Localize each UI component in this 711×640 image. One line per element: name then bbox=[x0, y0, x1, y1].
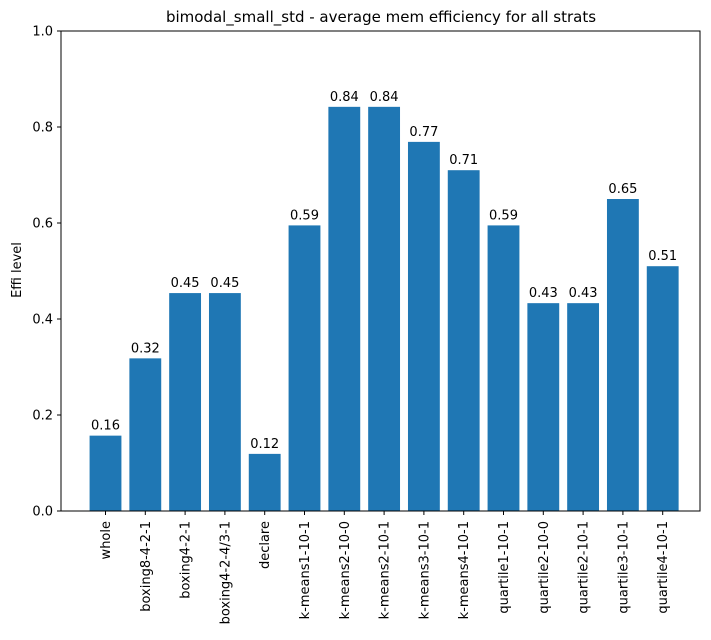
x-tick-label: declare bbox=[258, 521, 273, 569]
bar bbox=[527, 303, 560, 511]
x-tick-label: k-means2-10-0 bbox=[338, 521, 353, 619]
x-tick-label: boxing8-4-2-1 bbox=[139, 521, 154, 612]
data-label: 0.43 bbox=[569, 286, 598, 301]
data-label: 0.65 bbox=[608, 182, 637, 197]
bar bbox=[606, 199, 639, 511]
data-label: 0.84 bbox=[330, 90, 359, 105]
bar bbox=[567, 303, 600, 511]
bar bbox=[288, 225, 321, 511]
x-tick-label: quartile4-10-1 bbox=[656, 521, 671, 614]
x-tick-label: k-means1-10-1 bbox=[298, 521, 313, 619]
y-axis-label: Effi level bbox=[10, 242, 25, 298]
bar bbox=[89, 435, 122, 511]
y-tick-label: 0.8 bbox=[32, 121, 53, 136]
y-tick-label: 1.0 bbox=[32, 25, 53, 40]
data-label: 0.12 bbox=[250, 437, 279, 452]
x-tick-label: k-means2-10-1 bbox=[378, 521, 393, 619]
x-tick-label: k-means4-10-1 bbox=[457, 521, 472, 619]
bar bbox=[447, 170, 480, 511]
x-tick-label: quartile2-10-0 bbox=[537, 521, 552, 614]
y-tick-label: 0.4 bbox=[32, 313, 53, 328]
bar bbox=[248, 453, 281, 511]
x-tick-label: whole bbox=[99, 521, 114, 559]
data-label: 0.77 bbox=[409, 125, 438, 140]
bar bbox=[129, 358, 162, 511]
bar bbox=[368, 106, 401, 511]
data-label: 0.84 bbox=[370, 90, 399, 105]
data-label: 0.59 bbox=[290, 208, 319, 223]
data-label: 0.45 bbox=[210, 276, 239, 291]
x-tick-label: k-means3-10-1 bbox=[417, 521, 432, 619]
x-tick-label: quartile3-10-1 bbox=[616, 521, 631, 614]
plot-area: 0.16 whole 0.32 boxing8-4-2-1 0.45 boxing4-2-… bbox=[32, 25, 701, 624]
data-label: 0.32 bbox=[131, 341, 160, 356]
data-label: 0.71 bbox=[449, 153, 478, 168]
y-tick-label: 0.0 bbox=[32, 505, 53, 520]
data-label: 0.45 bbox=[171, 276, 200, 291]
bar bbox=[169, 293, 202, 511]
data-label: 0.59 bbox=[489, 208, 518, 223]
x-tick-label: quartile2-10-1 bbox=[577, 521, 592, 614]
axes-frame bbox=[60, 30, 701, 512]
bar bbox=[328, 106, 361, 511]
bar bbox=[208, 293, 241, 511]
bar bbox=[407, 141, 440, 511]
data-label: 0.16 bbox=[91, 419, 120, 434]
bar bbox=[646, 266, 679, 511]
y-tick-label: 0.6 bbox=[32, 217, 53, 232]
x-tick-label: boxing4-2-1 bbox=[179, 521, 194, 599]
bar bbox=[487, 225, 520, 511]
chart-title: bimodal_small_std - average mem efficien… bbox=[166, 8, 596, 27]
x-tick-label: boxing4-2-4/3-1 bbox=[218, 521, 233, 624]
x-tick-label: quartile1-10-1 bbox=[497, 521, 512, 614]
data-label: 0.51 bbox=[648, 249, 677, 264]
data-label: 0.43 bbox=[529, 286, 558, 301]
y-tick-label: 0.2 bbox=[32, 409, 53, 424]
